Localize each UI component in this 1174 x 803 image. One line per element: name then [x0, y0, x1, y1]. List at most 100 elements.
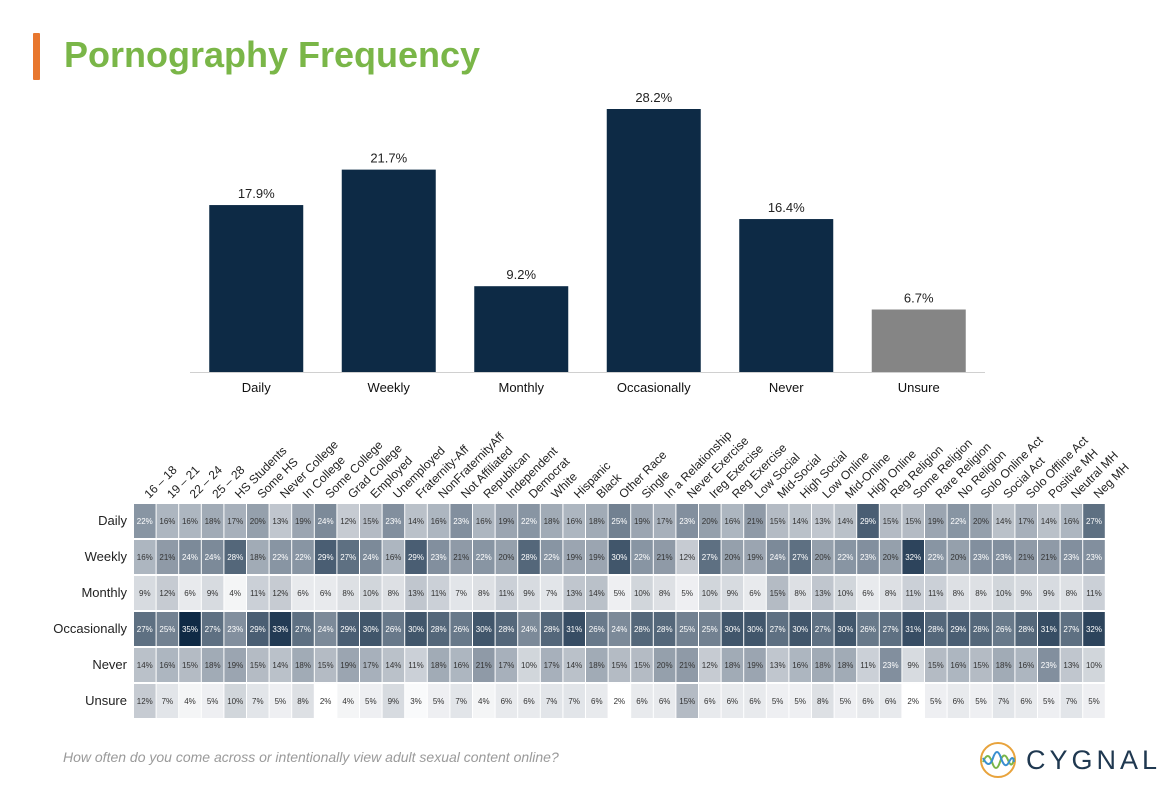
heatmap-cell-label: 16% [1018, 661, 1034, 670]
heatmap-cell [766, 648, 789, 682]
heatmap-cell-label: 23% [883, 661, 899, 670]
heatmap-cell-label: 27% [770, 625, 786, 634]
heatmap-cell [405, 504, 427, 538]
heatmap-cell [721, 540, 744, 574]
bar-never [739, 219, 834, 372]
heatmap-cell-label: 7% [998, 697, 1010, 706]
heatmap-cell-label: 10% [837, 589, 853, 598]
heatmap-cell [970, 612, 992, 646]
heatmap-cell-label: 17% [544, 661, 560, 670]
heatmap-cell-label: 27% [137, 625, 153, 634]
heatmap-cell-label: 14% [1041, 517, 1057, 526]
bar-occasionally [606, 109, 701, 372]
heatmap-cell [653, 540, 676, 574]
heatmap-cell-label: 16% [385, 553, 401, 562]
x-tick-label: Weekly [368, 380, 411, 395]
heatmap-cell [360, 540, 382, 574]
bar-value-label: 17.9% [238, 186, 275, 201]
heatmap-cell [427, 648, 450, 682]
x-tick-label: Monthly [498, 380, 544, 395]
heatmap-cell-label: 32% [905, 553, 921, 562]
heatmap-cell-label: 15% [883, 517, 899, 526]
heatmap-cell-label: 26% [589, 625, 605, 634]
heatmap-cell-label: 23% [1063, 553, 1079, 562]
heatmap-cell [269, 504, 292, 538]
heatmap-cell [699, 504, 721, 538]
heatmap-cell-label: 4% [478, 697, 490, 706]
heatmap-cell-label: 22% [295, 553, 311, 562]
heatmap-cell [382, 648, 405, 682]
heatmap-cell [857, 576, 879, 610]
heatmap-cell [134, 612, 156, 646]
heatmap-cell-label: 20% [702, 517, 718, 526]
heatmap-cell-label: 14% [137, 661, 153, 670]
heatmap-cell [631, 504, 653, 538]
heatmap-cell [495, 648, 518, 682]
heatmap-cell-label: 30% [837, 625, 853, 634]
heatmap-cell-label: 20% [883, 553, 899, 562]
heatmap-cell-label: 30% [792, 625, 808, 634]
heatmap-cell [518, 504, 540, 538]
heatmap-cell [586, 612, 608, 646]
heatmap-cell [699, 684, 721, 718]
heatmap-cell [382, 540, 405, 574]
bar-weekly [341, 169, 436, 372]
heatmap-cell-label: 13% [272, 517, 288, 526]
heatmap-cell-label: 5% [975, 697, 987, 706]
heatmap-cell [608, 504, 631, 538]
heatmap-cell [721, 684, 744, 718]
heatmap-cell [766, 540, 789, 574]
bar-value-label: 9.2% [506, 267, 536, 282]
heatmap-cell [992, 540, 1015, 574]
heatmap-cell-label: 30% [476, 625, 492, 634]
heatmap-cell [405, 648, 427, 682]
bar-unsure [871, 309, 966, 372]
heatmap-cell [337, 684, 359, 718]
heatmap-cell-label: 5% [930, 697, 942, 706]
heatmap-cell [992, 684, 1015, 718]
heatmap-cell [1038, 684, 1060, 718]
heatmap-cell [427, 684, 450, 718]
heatmap-cell-label: 19% [498, 517, 514, 526]
heatmap-cell-label: 7% [455, 589, 467, 598]
heatmap-cell [563, 576, 585, 610]
heatmap-cell [337, 504, 359, 538]
heatmap-cell [879, 576, 902, 610]
heatmap-cell-label: 10% [634, 589, 650, 598]
heatmap-cell [179, 648, 201, 682]
heatmap-cell-label: 29% [340, 625, 356, 634]
heatmap-cell-label: 22% [544, 553, 560, 562]
heatmap-cell [382, 576, 405, 610]
heatmap-cell [1015, 540, 1037, 574]
heatmap-cell [563, 504, 585, 538]
heatmap-cell [269, 684, 292, 718]
heatmap-cell [405, 612, 427, 646]
heatmap-cell [812, 648, 834, 682]
heatmap-cell [495, 504, 518, 538]
heatmap-cell [992, 504, 1015, 538]
heatmap-cell [450, 504, 472, 538]
heatmap-cell [699, 540, 721, 574]
heatmap-cell [947, 576, 970, 610]
heatmap-cell-label: 12% [679, 553, 695, 562]
heatmap-cell [224, 576, 246, 610]
heatmap-cell [1038, 612, 1060, 646]
heatmap-cell [405, 540, 427, 574]
heatmap-cell [653, 576, 676, 610]
bar-monthly [474, 286, 569, 372]
x-tick-label: Unsure [898, 380, 940, 395]
heatmap-cell [134, 540, 156, 574]
heatmap-cell-label: 28% [657, 625, 673, 634]
heatmap-cell [812, 684, 834, 718]
heatmap-cell [1083, 576, 1105, 610]
heatmap-cell-label: 10% [363, 589, 379, 598]
heatmap-cell-label: 14% [996, 517, 1012, 526]
heatmap-cell-label: 28% [973, 625, 989, 634]
heatmap-cell [382, 612, 405, 646]
heatmap-cell-label: 29% [318, 553, 334, 562]
heatmap-cell [224, 648, 246, 682]
heatmap-cell [925, 612, 947, 646]
heatmap-cell [450, 576, 472, 610]
heatmap-cell-label: 18% [205, 661, 221, 670]
heatmap-cell-label: 17% [657, 517, 673, 526]
